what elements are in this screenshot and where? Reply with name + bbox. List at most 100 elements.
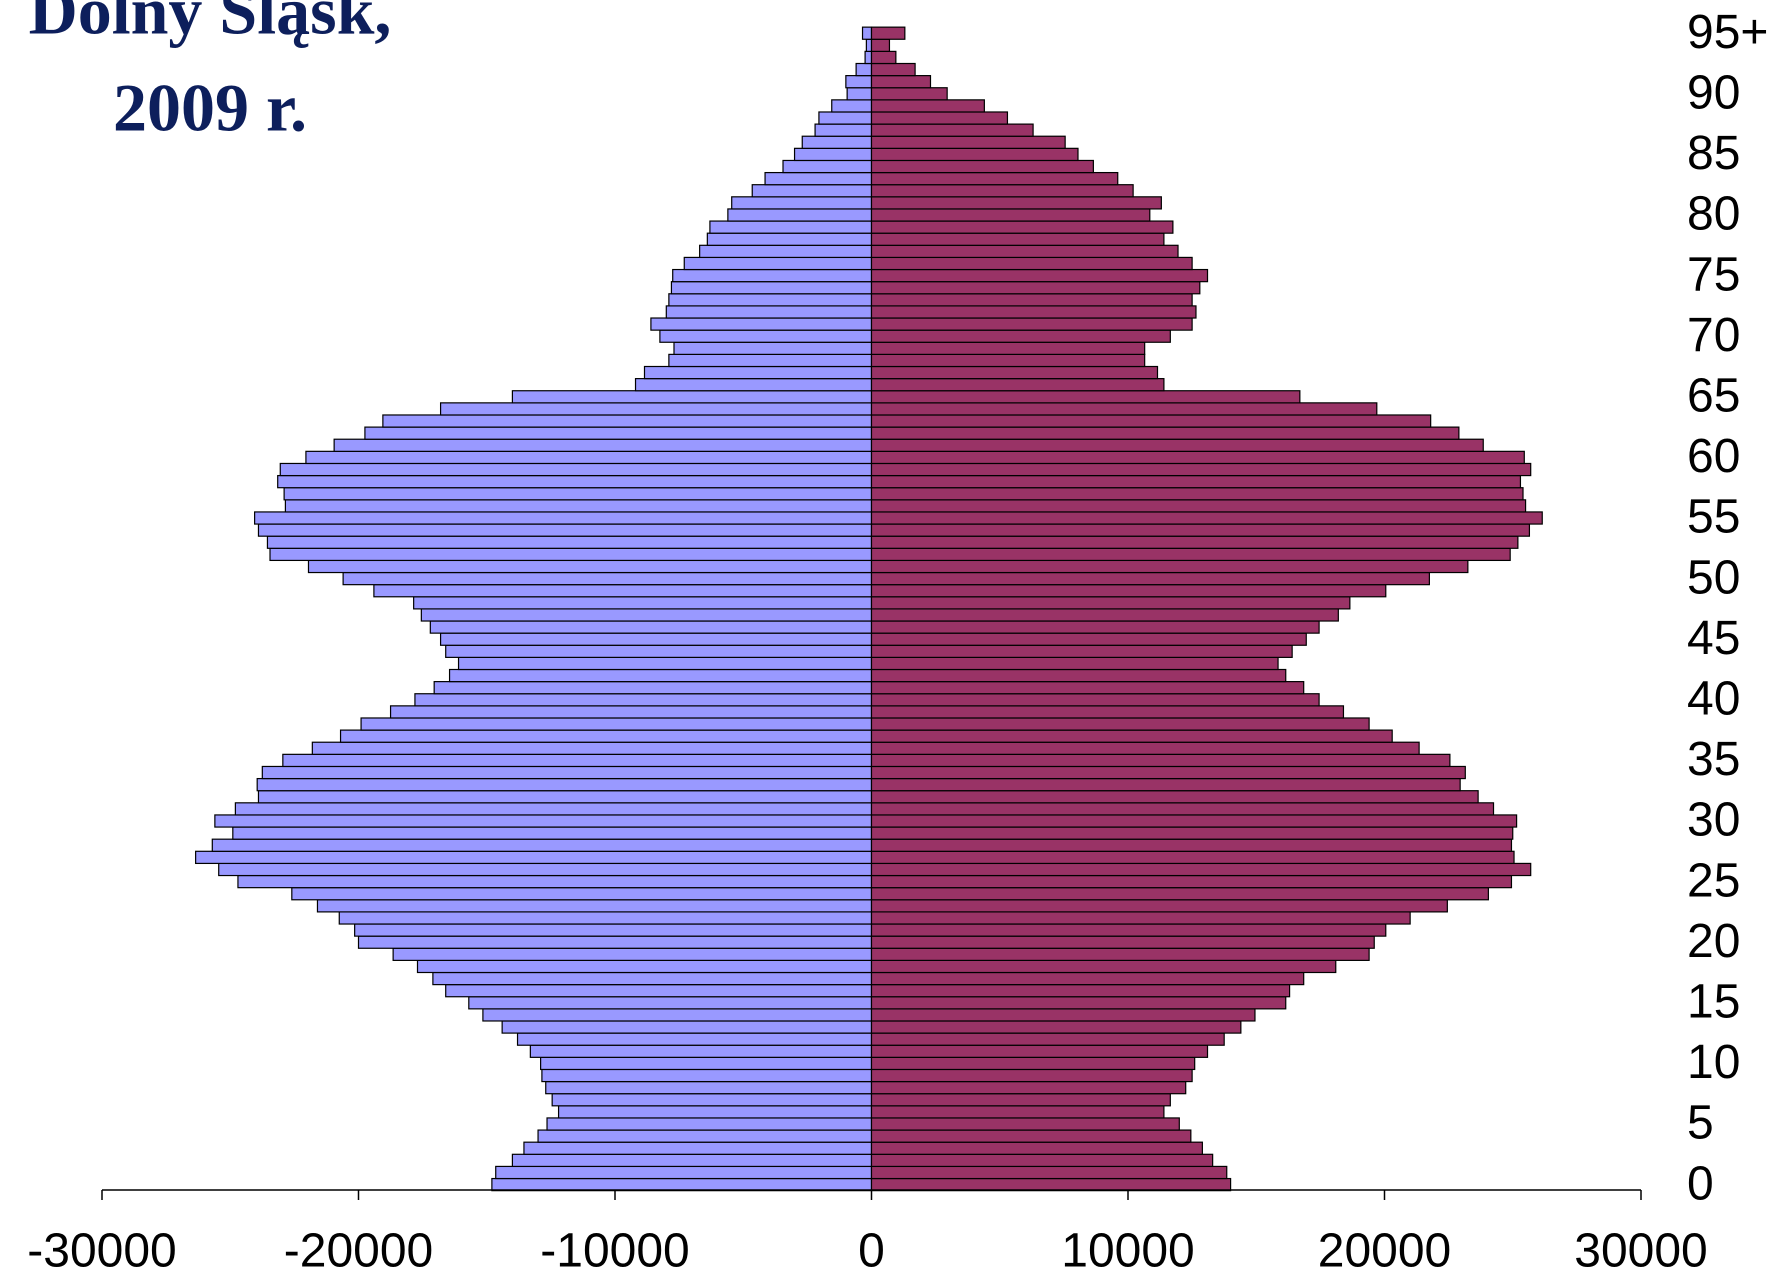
- bar: [529, 1044, 873, 1058]
- x-tick-label: 0: [858, 1225, 885, 1278]
- bar: [673, 341, 873, 355]
- y-tick-label: 55: [1687, 491, 1740, 544]
- bar: [870, 426, 1460, 440]
- bar: [870, 353, 1146, 368]
- bar: [870, 887, 1489, 901]
- bar: [665, 305, 873, 319]
- bar: [870, 38, 891, 52]
- bar: [540, 1056, 873, 1071]
- bar: [870, 462, 1532, 477]
- y-tick-label: 50: [1687, 551, 1740, 604]
- bar: [354, 923, 873, 937]
- bar: [870, 838, 1513, 852]
- bar: [448, 668, 873, 683]
- bar: [870, 559, 1469, 574]
- y-tick-label: 35: [1687, 733, 1740, 786]
- bar: [541, 1068, 873, 1083]
- bar: [870, 668, 1287, 683]
- bar: [870, 717, 1370, 731]
- bar: [870, 1008, 1256, 1022]
- bar: [870, 911, 1411, 925]
- bar: [855, 62, 873, 77]
- y-tick-label: 70: [1687, 309, 1740, 362]
- bar: [870, 1165, 1228, 1180]
- bar: [870, 196, 1162, 210]
- bar: [218, 862, 873, 877]
- bar: [870, 171, 1119, 186]
- bar: [382, 414, 873, 428]
- bar: [870, 1129, 1192, 1143]
- y-tick-label: 80: [1687, 188, 1740, 241]
- bar: [257, 523, 873, 537]
- bar: [433, 681, 873, 695]
- bar: [429, 620, 873, 634]
- bar: [545, 1080, 873, 1095]
- bar: [864, 50, 873, 65]
- chart-title: Dolny Śląsk,: [29, 0, 392, 49]
- bar: [870, 608, 1339, 622]
- bar: [870, 850, 1515, 865]
- bar: [211, 838, 873, 852]
- bar: [670, 281, 873, 295]
- bar: [870, 874, 1513, 889]
- bar: [357, 935, 873, 949]
- y-tick-label: 95+: [1687, 6, 1768, 59]
- bar: [870, 681, 1305, 695]
- bar: [870, 62, 916, 77]
- bar: [232, 826, 873, 840]
- bar: [333, 438, 873, 452]
- bar: [870, 656, 1279, 671]
- bar: [870, 365, 1159, 380]
- bar: [870, 159, 1094, 174]
- bar: [339, 729, 873, 743]
- bar: [870, 184, 1134, 198]
- bar: [668, 353, 873, 368]
- bar: [870, 1080, 1187, 1095]
- bar: [870, 571, 1430, 586]
- y-tick-label: 10: [1687, 1036, 1740, 1089]
- bar: [870, 899, 1448, 913]
- bar: [727, 208, 873, 222]
- x-tick-label: -30000: [27, 1225, 176, 1278]
- y-tick-label: 75: [1687, 248, 1740, 301]
- bar: [870, 111, 1009, 125]
- bar: [266, 535, 873, 549]
- bar: [870, 232, 1165, 246]
- bar: [870, 935, 1375, 949]
- bar: [865, 38, 873, 52]
- bar: [870, 996, 1287, 1010]
- bar: [870, 99, 985, 113]
- bar: [311, 741, 873, 755]
- bar: [870, 499, 1527, 513]
- bar: [870, 814, 1518, 828]
- bar: [237, 874, 873, 889]
- bar: [364, 426, 873, 440]
- bar: [870, 984, 1291, 998]
- bar: [870, 596, 1351, 610]
- bar: [195, 850, 873, 865]
- bar: [439, 632, 873, 646]
- bar: [801, 135, 873, 149]
- bar: [870, 281, 1201, 295]
- bar: [870, 1093, 1171, 1107]
- bar: [870, 1056, 1196, 1071]
- bar: [706, 232, 873, 246]
- bar: [870, 1177, 1232, 1192]
- bar: [818, 111, 873, 125]
- bar: [751, 184, 873, 198]
- bar: [845, 75, 873, 89]
- bar: [870, 632, 1307, 646]
- bar: [305, 450, 873, 465]
- y-tick-label: 15: [1687, 975, 1740, 1028]
- bar: [870, 208, 1151, 222]
- bar: [870, 402, 1378, 416]
- bar: [283, 487, 873, 501]
- bar: [870, 511, 1543, 525]
- bar: [277, 474, 873, 489]
- bar: [870, 523, 1531, 537]
- bar: [659, 329, 873, 343]
- bar: [870, 971, 1305, 986]
- bar: [870, 123, 1034, 137]
- bar: [782, 159, 873, 174]
